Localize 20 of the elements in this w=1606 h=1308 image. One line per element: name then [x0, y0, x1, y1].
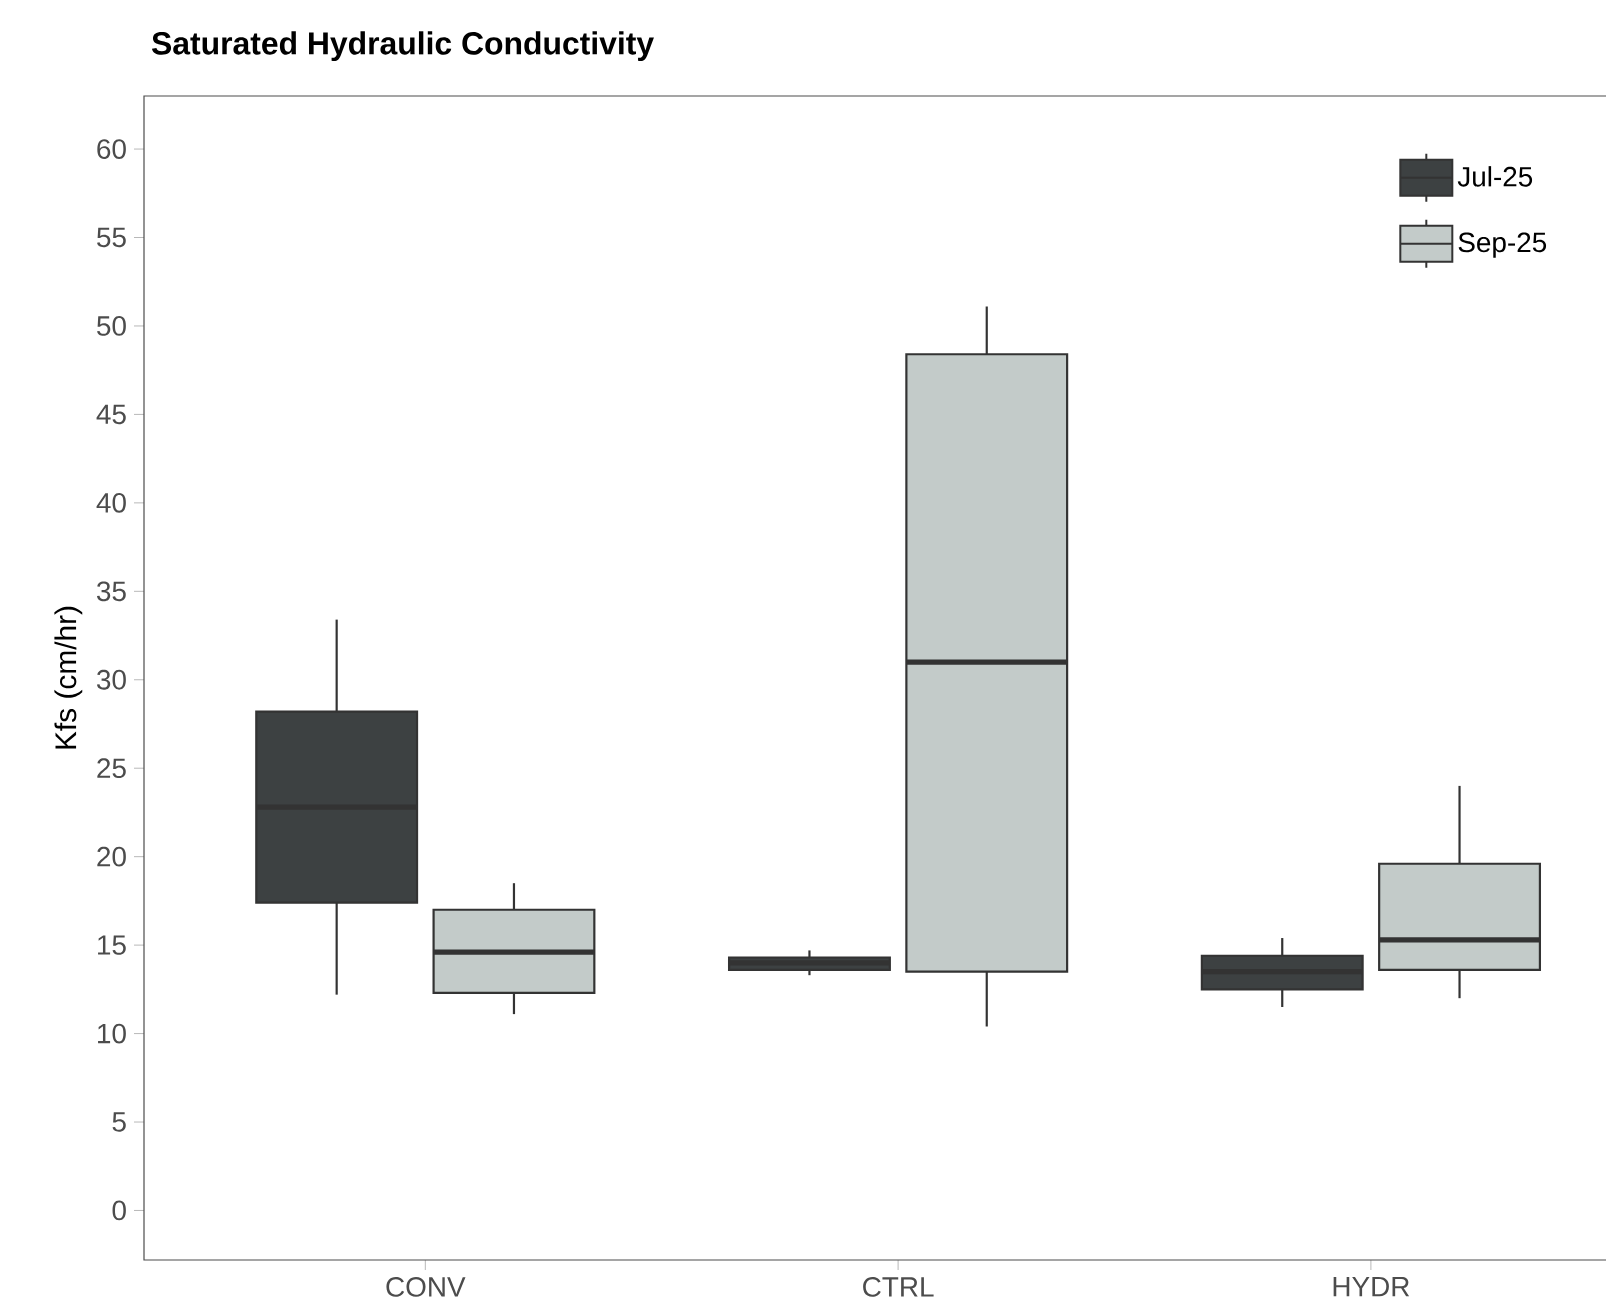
y-tick-label: 45: [96, 404, 126, 425]
y-tick-label: 5: [112, 1112, 126, 1132]
y-tick-label: 35: [96, 581, 126, 602]
y-tick-label: 30: [96, 669, 126, 690]
y-axis-title: Kfs (cm/hr): [54, 606, 83, 749]
y-tick-label: 40: [96, 492, 126, 513]
chart-title: Saturated Hydraulic Conductivity: [151, 31, 654, 61]
y-tick-label: 50: [97, 316, 126, 336]
y-tick-label: 60: [97, 139, 126, 159]
y-tick-label: 25: [97, 758, 126, 779]
x-tick-label: CTRL: [863, 1277, 934, 1297]
y-tick-label: 55: [97, 227, 126, 248]
legend-label: Jul-25: [1457, 166, 1533, 187]
legend-label: Sep-25: [1458, 232, 1547, 258]
x-tick-label: HYDR: [1333, 1277, 1410, 1297]
x-tick-label: CONV: [386, 1277, 466, 1297]
y-tick-label: 10: [98, 1023, 126, 1044]
y-tick-label: 20: [97, 846, 126, 867]
y-tick-label: 0: [112, 1200, 126, 1221]
y-tick-label: 15: [98, 935, 126, 955]
